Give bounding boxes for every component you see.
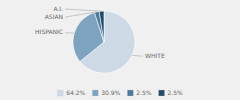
leader-line	[65, 9, 102, 11]
legend-label: 30.9%	[101, 89, 120, 96]
pie-slice	[99, 11, 104, 42]
legend-label: 2.5%	[168, 89, 184, 96]
legend: 64.2% 30.9% 2.5% 2.5%	[57, 89, 183, 96]
legend-item: 2.5%	[159, 89, 184, 96]
leader-line	[132, 55, 143, 57]
slice-label: HISPANIC	[35, 28, 63, 35]
legend-item: 30.9%	[92, 89, 120, 96]
legend-swatch	[92, 90, 98, 96]
chart: WHITE HISPANIC ASIANA.I. 64.2% 30.9% 2.5% 2.5%	[0, 0, 240, 100]
legend-item: 2.5%	[127, 89, 152, 96]
pie	[73, 11, 135, 73]
legend-swatch	[159, 90, 165, 96]
legend-swatch	[127, 90, 133, 96]
slice-label: WHITE	[145, 52, 165, 59]
slice-labels: WHITE HISPANIC ASIANA.I.	[35, 5, 165, 59]
legend-swatch	[57, 90, 63, 96]
leader-line	[65, 32, 74, 34]
legend-label: 2.5%	[136, 89, 152, 96]
leader-line	[65, 12, 97, 17]
slice-label: ASIAN	[45, 13, 63, 20]
pie-slice	[94, 11, 104, 42]
slice-label: A.I.	[53, 5, 63, 12]
legend-label: 64.2%	[66, 89, 85, 96]
legend-item: 64.2%	[57, 89, 85, 96]
